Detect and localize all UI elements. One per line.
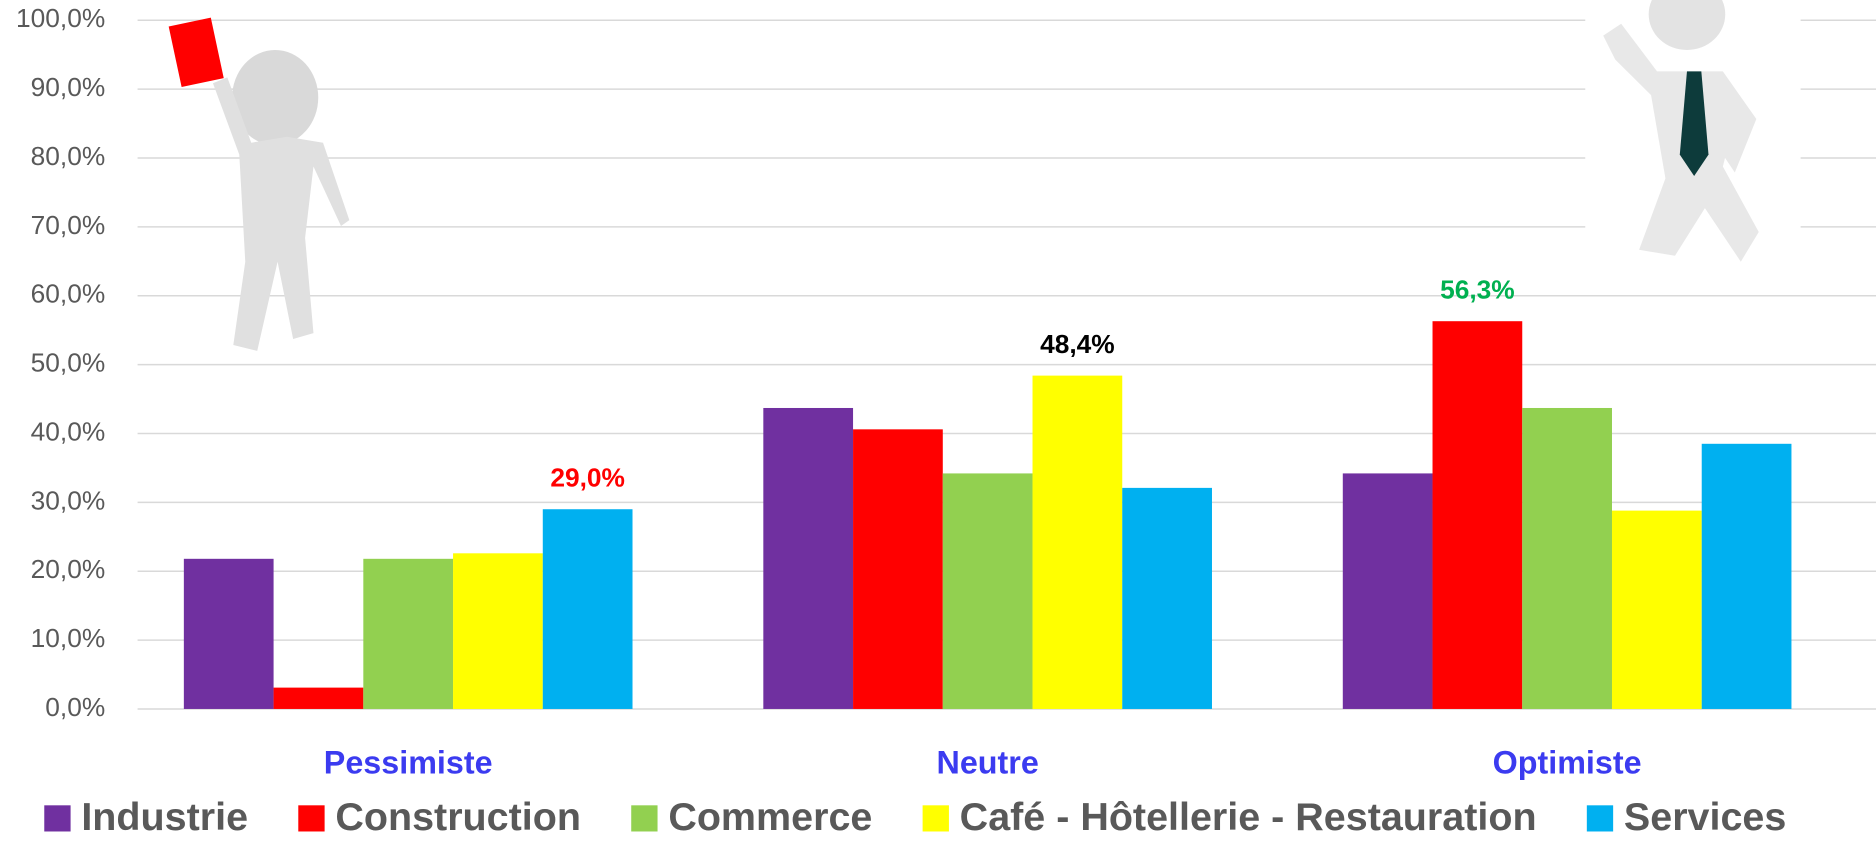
legend-swatch [1587,805,1613,831]
legend: Industrie Construction Commerce Café - Hôte… [44,795,1786,839]
bar [1612,511,1702,709]
legend-swatch [923,805,949,831]
y-tick-label: 30,0% [31,485,106,515]
y-tick-label: 70,0% [31,210,106,240]
y-tick-label: 90,0% [31,72,106,102]
bar [453,553,543,709]
bar [274,688,364,709]
bar [1343,473,1433,709]
legend-swatch [298,805,324,831]
bar [1433,321,1523,709]
legend-label: Café - Hôtellerie - Restauration [960,795,1537,839]
x-tick-label: Optimiste [1493,744,1642,780]
value-label: 29,0% [550,462,625,492]
bar [943,473,1033,709]
optimist-figure [1585,0,1800,274]
bar [853,429,943,709]
bars: Pessimiste 29,0% Neutre 48,4% Optimiste 56,3% [184,274,1792,780]
bar [363,559,453,709]
bar [543,509,633,709]
x-tick-label: Pessimiste [324,744,493,780]
y-tick-label: 20,0% [31,554,106,584]
legend-label: Construction [335,795,581,839]
legend-label: Services [1624,795,1786,839]
legend-label: Industrie [81,795,248,839]
y-tick-label: 50,0% [31,348,106,378]
red-card [169,18,224,87]
bar [1122,488,1212,709]
illustrations [169,0,1801,351]
y-tick-label: 0,0% [45,692,105,722]
bar [1522,408,1612,709]
legend-swatch [44,805,70,831]
y-tick-label: 40,0% [31,416,106,446]
bar [1702,444,1792,709]
y-tick-label: 80,0% [31,141,106,171]
y-tick-label: 10,0% [31,623,106,653]
legend-swatch [631,805,657,831]
bar [184,559,274,709]
y-tick-label: 60,0% [31,279,106,309]
x-tick-label: Neutre [936,744,1038,780]
chart: 0,0% 10,0% 20,0% 30,0% 40,0% 50,0% 60,0% 70,0% 8… [0,0,1876,841]
pessimist-figure [169,18,350,351]
y-tick-label: 100,0% [16,3,105,33]
value-label: 56,3% [1440,274,1515,304]
legend-label: Commerce [668,795,872,839]
bar [1033,376,1123,709]
bar [763,408,853,709]
value-label: 48,4% [1040,329,1115,359]
